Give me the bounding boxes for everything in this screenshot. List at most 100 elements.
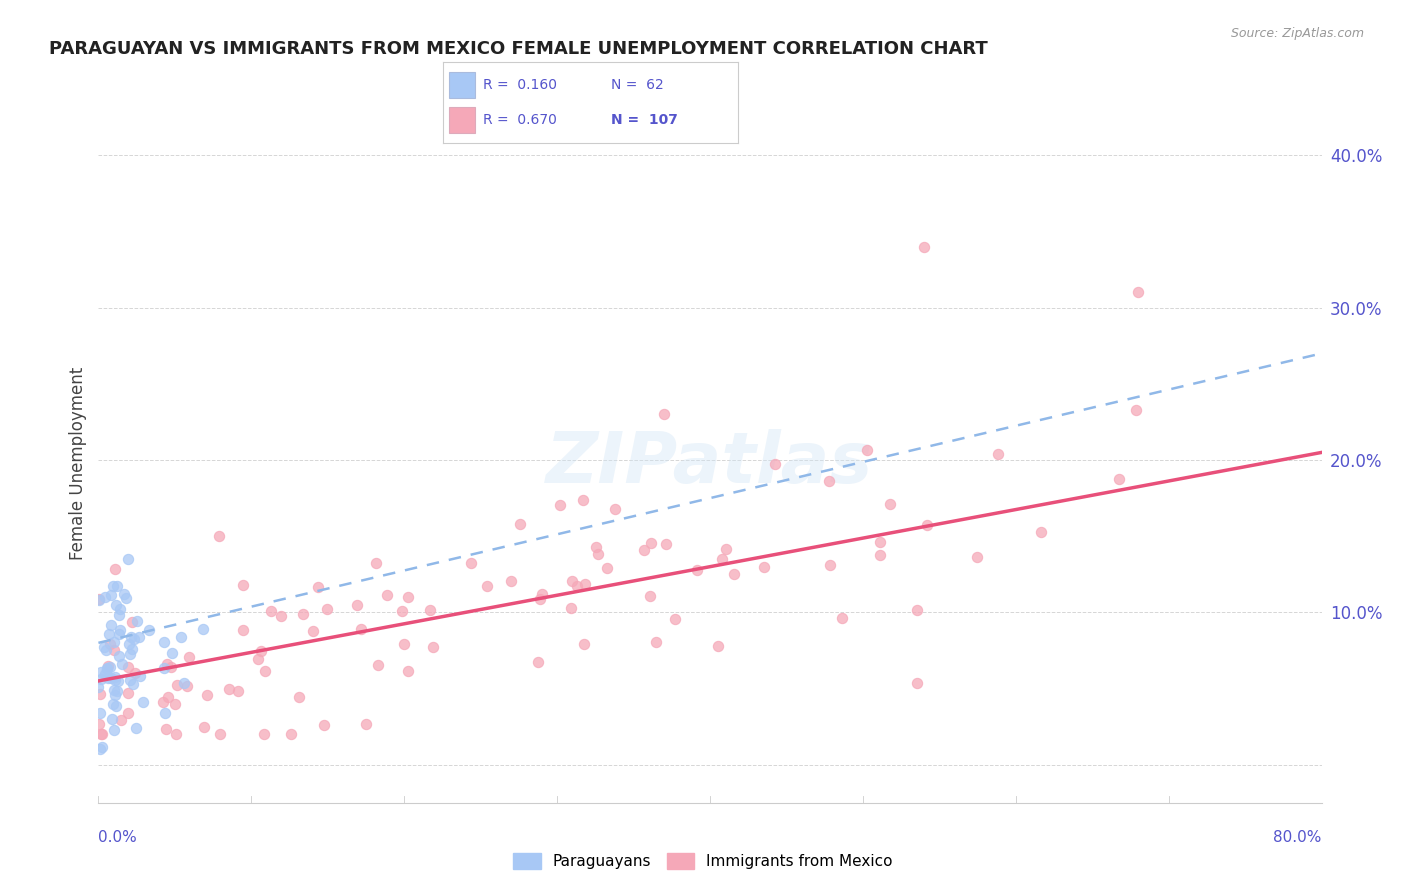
Point — [129, 668, 152, 682]
Point — [232, 623, 254, 637]
Point — [664, 612, 686, 626]
Point — [644, 634, 666, 648]
Point — [193, 720, 215, 734]
Text: R =  0.670: R = 0.670 — [482, 113, 557, 128]
Point — [509, 516, 531, 531]
Point — [561, 574, 583, 588]
Point — [253, 727, 276, 741]
Point — [104, 670, 127, 684]
Point — [260, 604, 283, 618]
Point — [121, 615, 143, 629]
Point — [90, 727, 112, 741]
Text: Source: ZipAtlas.com: Source: ZipAtlas.com — [1230, 27, 1364, 40]
Point — [966, 549, 988, 564]
Point — [93, 640, 115, 655]
Point — [117, 686, 139, 700]
Point — [96, 661, 118, 675]
Point — [723, 566, 745, 581]
Point — [160, 646, 183, 660]
Point — [208, 727, 231, 741]
Y-axis label: Female Unemployment: Female Unemployment — [69, 368, 87, 560]
Point — [89, 706, 111, 721]
Point — [565, 579, 588, 593]
Point — [89, 742, 111, 756]
Point — [460, 557, 482, 571]
Point — [112, 587, 135, 601]
Point — [117, 660, 139, 674]
Bar — [449, 107, 475, 133]
Point — [100, 637, 122, 651]
Point — [375, 588, 398, 602]
Point — [307, 580, 329, 594]
Point — [419, 603, 441, 617]
Point — [104, 673, 127, 687]
Point — [100, 712, 122, 726]
Text: N =  62: N = 62 — [612, 78, 664, 92]
Point — [633, 542, 655, 557]
Point — [97, 672, 120, 686]
Point — [1128, 285, 1150, 300]
Point — [118, 673, 141, 687]
Point — [152, 695, 174, 709]
Point — [110, 623, 132, 637]
Point — [574, 576, 596, 591]
Point — [91, 739, 114, 754]
Point — [527, 655, 550, 669]
Point — [107, 579, 129, 593]
Point — [391, 604, 413, 618]
Point — [987, 447, 1010, 461]
Point — [270, 609, 292, 624]
Point — [125, 614, 148, 628]
Point — [193, 622, 215, 636]
Point — [111, 657, 134, 671]
Point — [586, 547, 609, 561]
Point — [917, 518, 939, 533]
Point — [686, 563, 709, 577]
Point — [499, 574, 522, 588]
Point — [108, 608, 131, 623]
Point — [101, 697, 124, 711]
Point — [247, 652, 270, 666]
Point — [138, 623, 160, 637]
Point — [280, 727, 302, 741]
Point — [652, 407, 675, 421]
Point — [350, 622, 373, 636]
Point — [124, 721, 146, 735]
Point — [104, 688, 127, 702]
Point — [90, 665, 112, 679]
Point — [173, 676, 195, 690]
Point — [392, 638, 415, 652]
Point — [100, 671, 122, 685]
Point — [155, 657, 177, 671]
Point — [115, 591, 138, 605]
Point — [105, 598, 128, 612]
Point — [596, 561, 619, 575]
Point — [603, 502, 626, 516]
Text: ZIPatlas: ZIPatlas — [547, 429, 873, 499]
Point — [226, 684, 249, 698]
Point — [153, 706, 176, 720]
Point — [396, 664, 419, 678]
Point — [110, 714, 132, 728]
Point — [1125, 402, 1147, 417]
Point — [152, 635, 174, 649]
Point — [103, 723, 125, 737]
Point — [159, 660, 181, 674]
Point — [155, 722, 177, 736]
Point — [128, 630, 150, 644]
Point — [560, 600, 582, 615]
Point — [655, 536, 678, 550]
Point — [94, 590, 117, 604]
Point — [912, 240, 935, 254]
Point — [231, 578, 253, 592]
Point — [1108, 472, 1130, 486]
Legend: Paraguayans, Immigrants from Mexico: Paraguayans, Immigrants from Mexico — [508, 847, 898, 875]
Point — [104, 562, 127, 576]
Point — [108, 602, 131, 616]
Text: R =  0.160: R = 0.160 — [482, 78, 557, 92]
Point — [90, 727, 112, 741]
Point — [108, 626, 131, 640]
Point — [120, 630, 142, 644]
Text: 0.0%: 0.0% — [98, 830, 138, 845]
Point — [818, 558, 841, 572]
